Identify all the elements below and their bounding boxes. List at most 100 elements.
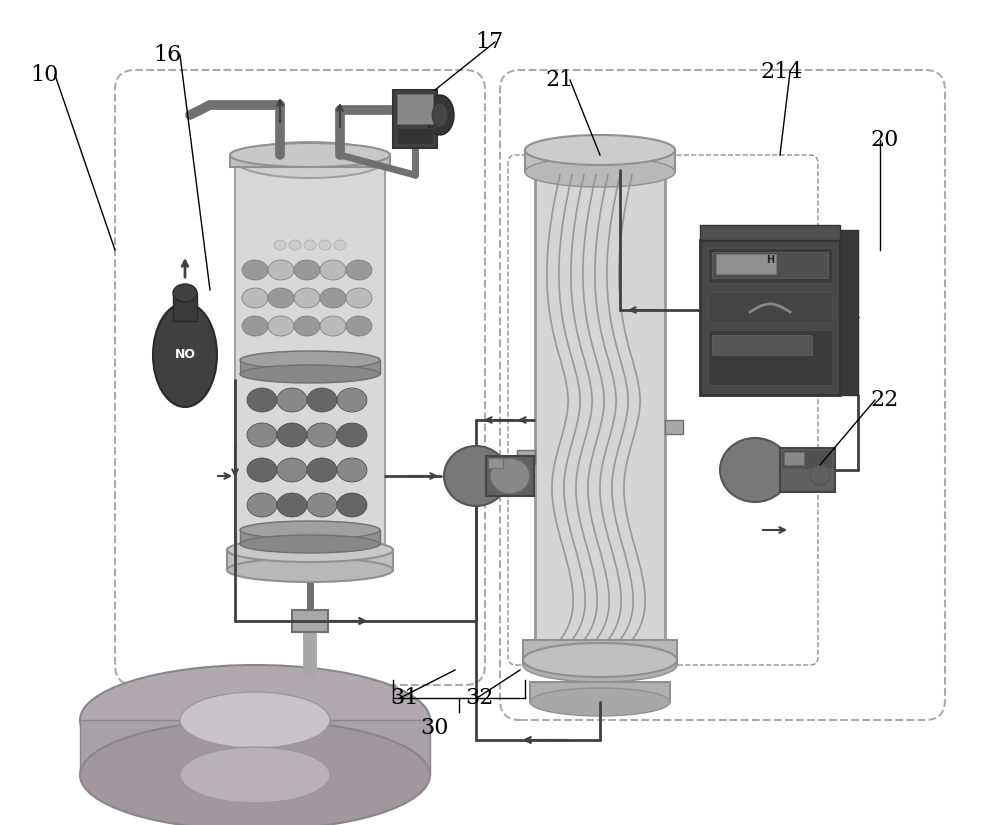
Text: 214: 214 [760,61,802,83]
Ellipse shape [294,288,320,308]
Ellipse shape [247,493,277,517]
Bar [523,640,677,665]
Ellipse shape [274,240,286,250]
Text: 22: 22 [870,389,898,411]
Ellipse shape [242,260,268,280]
Bar [397,94,433,124]
Bar [708,292,832,322]
Ellipse shape [307,493,337,517]
Ellipse shape [320,288,346,308]
Ellipse shape [268,260,294,280]
Ellipse shape [173,284,197,302]
Ellipse shape [180,747,330,803]
Bar [700,240,840,395]
Bar [712,252,828,278]
Bar [517,450,535,464]
Text: 16: 16 [153,44,181,66]
Ellipse shape [320,260,346,280]
Ellipse shape [289,240,301,250]
Ellipse shape [153,303,217,407]
Ellipse shape [230,143,390,167]
Ellipse shape [307,423,337,447]
Bar [80,720,180,775]
Ellipse shape [240,521,380,539]
Bar [712,335,812,355]
Text: 31: 31 [390,687,418,709]
Ellipse shape [268,316,294,336]
Ellipse shape [530,688,670,716]
Bar [292,610,328,632]
Bar [716,254,776,274]
Ellipse shape [320,316,346,336]
Ellipse shape [277,423,307,447]
Ellipse shape [247,458,277,482]
Ellipse shape [490,458,530,494]
Bar [525,150,675,172]
Bar [240,530,380,544]
Bar [780,448,835,492]
Bar [784,452,804,465]
Ellipse shape [277,493,307,517]
Ellipse shape [346,260,372,280]
Bar [782,450,832,468]
Ellipse shape [240,535,380,553]
Bar [486,456,534,496]
Ellipse shape [720,438,790,502]
Ellipse shape [337,458,367,482]
Ellipse shape [304,240,316,250]
Ellipse shape [525,135,675,165]
Bar [240,360,380,374]
Bar [840,230,858,395]
Ellipse shape [277,458,307,482]
Ellipse shape [432,103,448,127]
Ellipse shape [525,157,675,187]
Bar [227,550,393,570]
Bar [230,155,390,167]
Ellipse shape [319,240,331,250]
Ellipse shape [523,643,677,677]
Ellipse shape [444,446,508,506]
Text: H: H [766,255,774,265]
Ellipse shape [307,458,337,482]
Text: 21: 21 [545,69,573,91]
Ellipse shape [80,665,430,775]
Ellipse shape [80,720,430,825]
Bar [393,90,437,148]
Ellipse shape [337,388,367,412]
Bar [530,682,670,702]
Ellipse shape [247,423,277,447]
Text: 10: 10 [30,64,58,86]
Ellipse shape [523,648,677,682]
Bar [488,458,503,468]
Text: 17: 17 [475,31,503,53]
Ellipse shape [810,465,830,485]
Bar [235,160,385,570]
Ellipse shape [337,423,367,447]
Ellipse shape [277,388,307,412]
Ellipse shape [307,388,337,412]
Ellipse shape [268,288,294,308]
Ellipse shape [346,288,372,308]
Ellipse shape [334,240,346,250]
Ellipse shape [180,692,330,748]
Ellipse shape [426,95,454,135]
Bar [397,128,433,144]
Text: 20: 20 [870,129,898,151]
Ellipse shape [294,260,320,280]
Bar [708,330,832,385]
Ellipse shape [337,493,367,517]
Ellipse shape [346,316,372,336]
Text: 30: 30 [421,717,449,739]
Ellipse shape [242,288,268,308]
Ellipse shape [242,316,268,336]
Ellipse shape [247,388,277,412]
Bar [330,720,430,775]
Bar [708,248,832,283]
Ellipse shape [294,316,320,336]
Bar [535,160,665,660]
Bar [700,225,840,240]
Text: NO: NO [175,348,196,361]
Ellipse shape [235,142,385,178]
Ellipse shape [240,365,380,383]
Text: 32: 32 [465,687,493,709]
